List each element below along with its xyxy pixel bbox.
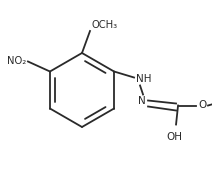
Text: N: N <box>138 97 146 107</box>
Text: OH: OH <box>166 131 182 142</box>
Text: O: O <box>198 101 206 111</box>
Text: NO₂: NO₂ <box>7 57 26 66</box>
Text: OCH₃: OCH₃ <box>91 20 117 30</box>
Text: NH: NH <box>136 75 152 84</box>
